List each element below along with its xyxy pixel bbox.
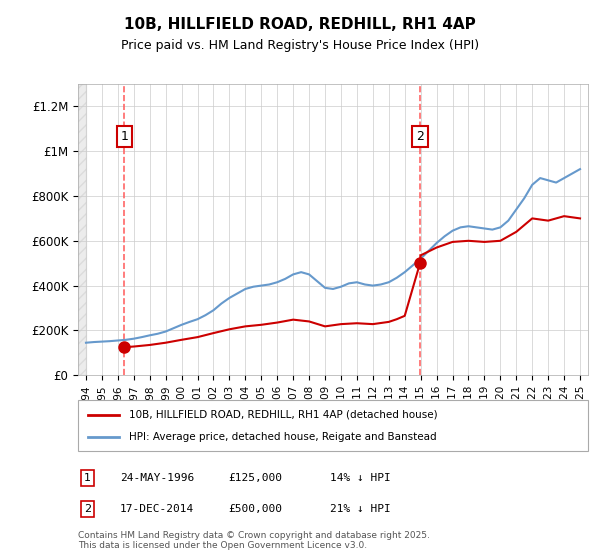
Text: £500,000: £500,000 — [228, 504, 282, 514]
Text: Price paid vs. HM Land Registry's House Price Index (HPI): Price paid vs. HM Land Registry's House … — [121, 39, 479, 52]
Text: 21% ↓ HPI: 21% ↓ HPI — [330, 504, 391, 514]
FancyBboxPatch shape — [78, 400, 588, 451]
Text: 17-DEC-2014: 17-DEC-2014 — [120, 504, 194, 514]
Text: 24-MAY-1996: 24-MAY-1996 — [120, 473, 194, 483]
Text: Contains HM Land Registry data © Crown copyright and database right 2025.
This d: Contains HM Land Registry data © Crown c… — [78, 530, 430, 550]
Bar — [78, 84, 86, 375]
Text: 14% ↓ HPI: 14% ↓ HPI — [330, 473, 391, 483]
Text: 10B, HILLFIELD ROAD, REDHILL, RH1 4AP: 10B, HILLFIELD ROAD, REDHILL, RH1 4AP — [124, 17, 476, 32]
Text: 1: 1 — [84, 473, 91, 483]
Text: 2: 2 — [416, 130, 424, 143]
Text: HPI: Average price, detached house, Reigate and Banstead: HPI: Average price, detached house, Reig… — [129, 432, 437, 442]
Text: £125,000: £125,000 — [228, 473, 282, 483]
Text: 10B, HILLFIELD ROAD, REDHILL, RH1 4AP (detached house): 10B, HILLFIELD ROAD, REDHILL, RH1 4AP (d… — [129, 409, 437, 419]
Text: 2: 2 — [84, 504, 91, 514]
Text: 1: 1 — [120, 130, 128, 143]
